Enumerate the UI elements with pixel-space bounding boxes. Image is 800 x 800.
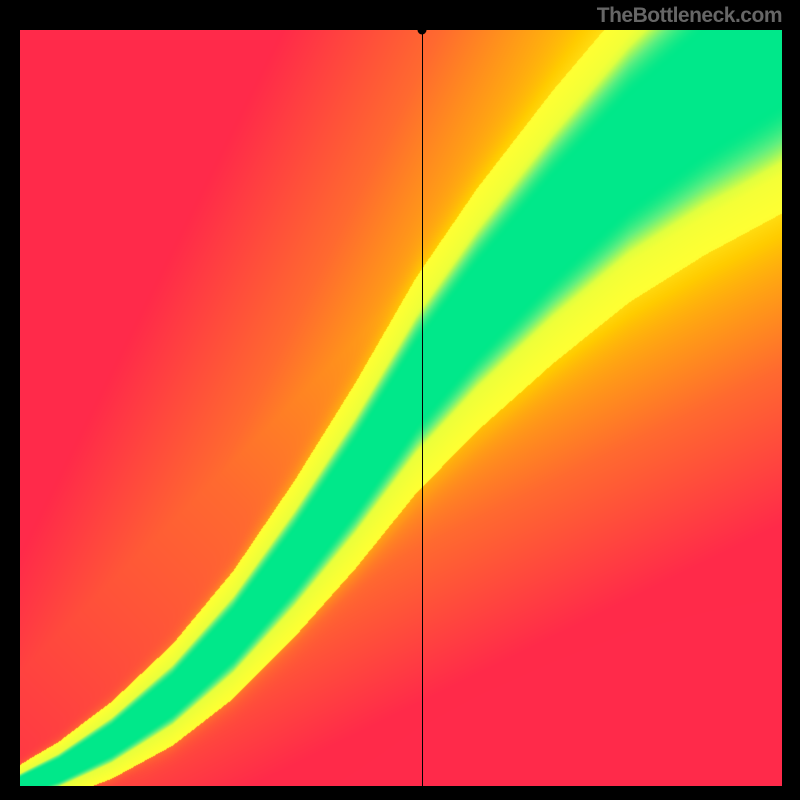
chart-container: TheBottleneck.com	[0, 0, 800, 800]
heatmap-canvas	[20, 30, 782, 786]
heatmap-plot	[20, 30, 782, 786]
watermark-text: TheBottleneck.com	[597, 4, 782, 28]
reference-vertical-line	[422, 30, 423, 786]
reference-marker-dot	[418, 26, 427, 35]
